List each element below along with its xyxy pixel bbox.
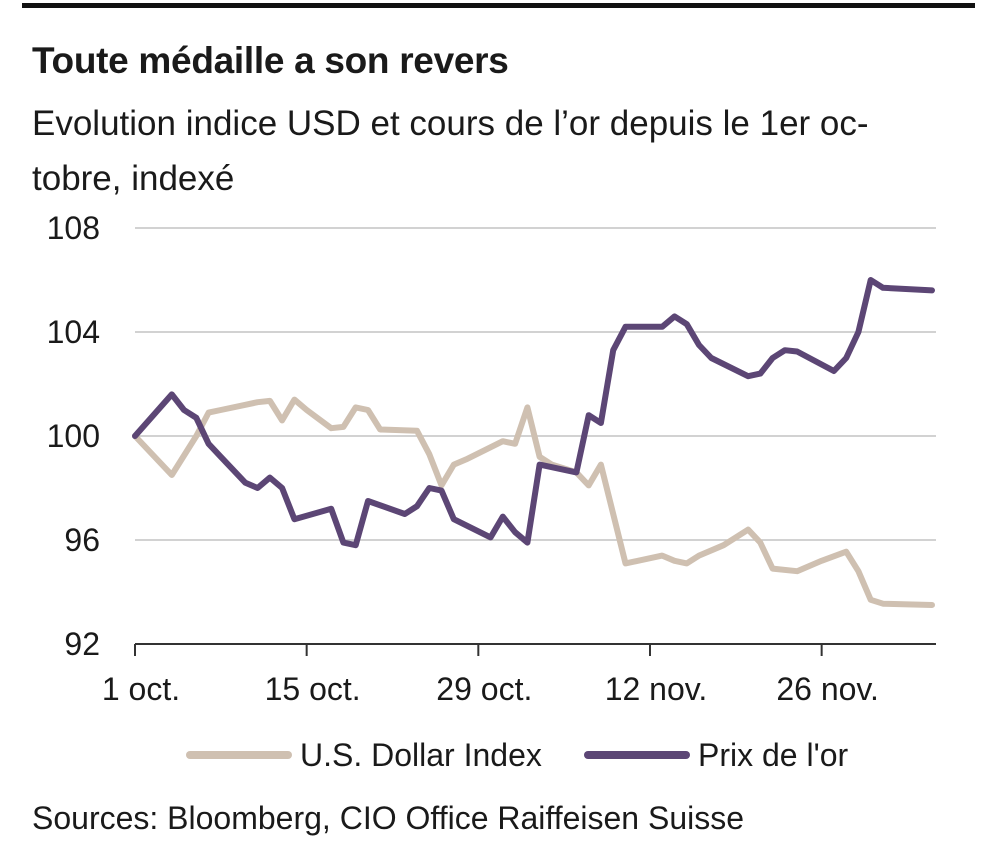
x-tick-label: 26 nov. bbox=[776, 671, 879, 707]
chart-subtitle-line-1: Evolution indice USD et cours de l’or de… bbox=[32, 104, 869, 143]
chart-subtitle-line-2: tobre, indexé bbox=[32, 159, 235, 198]
x-tick-label: 15 oct. bbox=[265, 671, 361, 707]
y-tick-label: 104 bbox=[47, 314, 100, 350]
x-axis: 1 oct. 15 oct. 29 oct. 12 nov. 26 nov. bbox=[102, 643, 936, 707]
series-line-gold-price bbox=[132, 277, 935, 549]
legend-label: U.S. Dollar Index bbox=[300, 737, 542, 773]
y-tick-label: 92 bbox=[64, 626, 100, 662]
y-tick-label: 96 bbox=[64, 522, 100, 558]
legend-label: Prix de l'or bbox=[698, 737, 849, 773]
y-axis-tick-labels: 108 104 100 96 92 bbox=[47, 210, 100, 662]
x-tick-label: 12 nov. bbox=[605, 671, 708, 707]
x-tick-label: 29 oct. bbox=[436, 671, 532, 707]
legend: U.S. Dollar Index Prix de l'or bbox=[186, 737, 849, 773]
data-series bbox=[132, 277, 935, 608]
y-tick-label: 100 bbox=[47, 418, 100, 454]
top-rule bbox=[22, 3, 975, 8]
y-tick-label: 108 bbox=[47, 210, 100, 246]
x-tick-label: 1 oct. bbox=[102, 671, 180, 707]
chart-title: Toute médaille a son revers bbox=[32, 40, 509, 81]
series-line-usd-index bbox=[132, 396, 935, 608]
source-note: Sources: Bloomberg, CIO Office Raiffeise… bbox=[32, 800, 745, 836]
chart-subtitle: Evolution indice USD et cours de l’or de… bbox=[32, 96, 972, 206]
